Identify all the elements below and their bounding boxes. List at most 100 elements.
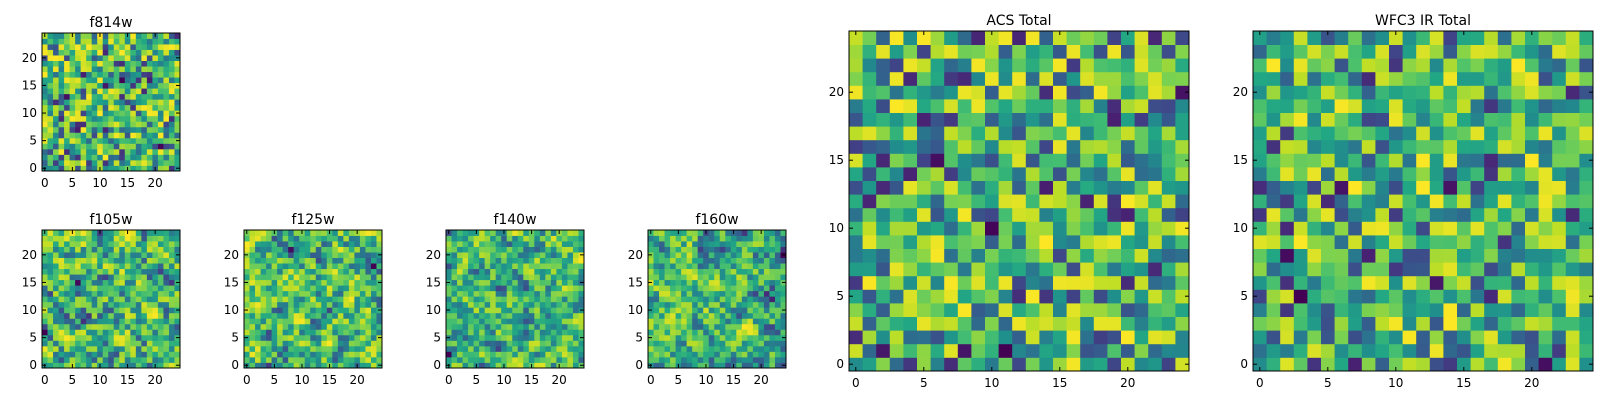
heatmap-cell: [69, 340, 76, 347]
heatmap-cell: [260, 356, 267, 363]
heatmap-cell: [365, 323, 372, 330]
heatmap-cell: [1121, 207, 1135, 222]
heatmap-cell: [1361, 221, 1376, 236]
heatmap-cell: [1293, 194, 1308, 209]
heatmap-cell: [714, 274, 721, 281]
heatmap-cell: [163, 104, 170, 111]
heatmap-cell: [730, 351, 737, 358]
heatmap-cell: [1053, 262, 1067, 277]
heatmap-cell: [108, 263, 115, 270]
heatmap-cell: [157, 49, 164, 56]
heatmap-cell: [47, 143, 54, 150]
heatmap-cell: [725, 301, 732, 308]
heatmap-cell: [113, 263, 120, 270]
y-tick-label: 5: [29, 331, 37, 345]
heatmap-cell: [1484, 303, 1499, 317]
heatmap-cell: [998, 58, 1013, 73]
heatmap-cell: [501, 290, 508, 297]
heatmap-cell: [1161, 343, 1176, 358]
heatmap-cell: [862, 316, 877, 331]
heatmap-cell: [91, 252, 98, 258]
heatmap-cell: [730, 241, 737, 247]
heatmap-cell: [337, 312, 344, 319]
heatmap-cell: [135, 274, 142, 281]
heatmap-cell: [1307, 275, 1322, 290]
heatmap-cell: [747, 230, 754, 236]
heatmap-cell: [903, 58, 918, 73]
heatmap-cell: [446, 340, 452, 347]
heatmap-cell: [249, 246, 256, 253]
heatmap-cell: [545, 340, 552, 347]
heatmap-cell: [501, 263, 508, 270]
heatmap-cell: [876, 139, 891, 154]
heatmap-cell: [86, 55, 93, 61]
heatmap-cell: [168, 55, 175, 61]
heatmap-cell: [862, 99, 877, 113]
heatmap-cell: [64, 345, 70, 352]
heatmap-cell: [1134, 31, 1149, 45]
heatmap-cell: [53, 143, 59, 150]
heatmap-cell: [1579, 275, 1594, 290]
heatmap-cell: [752, 246, 759, 253]
heatmap-cell: [124, 66, 131, 73]
heatmap-cell: [653, 230, 660, 236]
heatmap-cell: [53, 296, 59, 303]
heatmap-cell: [1525, 31, 1539, 45]
heatmap-cell: [462, 241, 469, 247]
heatmap-cell: [1025, 303, 1040, 317]
heatmap-cell: [102, 329, 109, 336]
heatmap-cell: [714, 345, 721, 352]
heatmap-cell: [697, 290, 704, 297]
heatmap-cell: [80, 159, 87, 166]
heatmap-cell: [769, 252, 776, 258]
heatmap-cell: [168, 99, 175, 106]
heatmap-cell: [578, 318, 585, 325]
heatmap-cell: [944, 99, 959, 113]
heatmap-cell: [113, 301, 120, 308]
heatmap-cell: [670, 307, 676, 314]
heatmap-cell: [348, 312, 355, 319]
heatmap-cell: [97, 279, 104, 286]
heatmap-cell: [321, 323, 328, 330]
heatmap-cell: [354, 323, 361, 330]
heatmap-cell: [484, 285, 491, 292]
heatmap-cell: [457, 307, 463, 314]
heatmap-cell: [260, 285, 267, 292]
heatmap-cell: [376, 312, 383, 319]
heatmap-cell: [119, 148, 126, 155]
heatmap-cell: [534, 252, 541, 258]
heatmap-cell: [130, 351, 137, 358]
axes-frame: [848, 30, 1190, 372]
heatmap-cell: [1334, 248, 1349, 263]
heatmap-cell: [249, 290, 256, 297]
heatmap-cell: [708, 241, 715, 247]
heatmap-cell: [1538, 262, 1553, 277]
heatmap-cell: [545, 230, 552, 236]
heatmap-cell: [113, 93, 120, 100]
heatmap-cell: [58, 246, 65, 253]
heatmap-cell: [719, 285, 726, 292]
heatmap-cell: [876, 126, 891, 141]
heatmap-cell: [659, 323, 665, 330]
heatmap-cell: [1148, 58, 1163, 73]
heatmap-cell: [1039, 126, 1054, 141]
heatmap-cell: [337, 334, 344, 341]
heatmap-cell: [758, 268, 765, 275]
heatmap-cell: [135, 252, 142, 258]
heatmap-cell: [1348, 99, 1363, 113]
heatmap-cell: [725, 340, 732, 347]
heatmap-cell: [157, 285, 164, 292]
heatmap-cell: [97, 44, 104, 50]
heatmap-cell: [1066, 71, 1081, 86]
heatmap-cell: [288, 345, 295, 352]
heatmap-cell: [1348, 112, 1363, 127]
heatmap-cell: [659, 329, 665, 336]
heatmap-cell: [119, 323, 126, 330]
heatmap-cell: [1565, 303, 1580, 317]
heatmap-cell: [572, 279, 579, 286]
heatmap-cell: [168, 362, 175, 369]
heatmap-cell: [998, 235, 1013, 249]
heatmap-cell: [457, 323, 463, 330]
heatmap-cell: [1334, 58, 1349, 73]
axes-frame: [445, 229, 585, 369]
